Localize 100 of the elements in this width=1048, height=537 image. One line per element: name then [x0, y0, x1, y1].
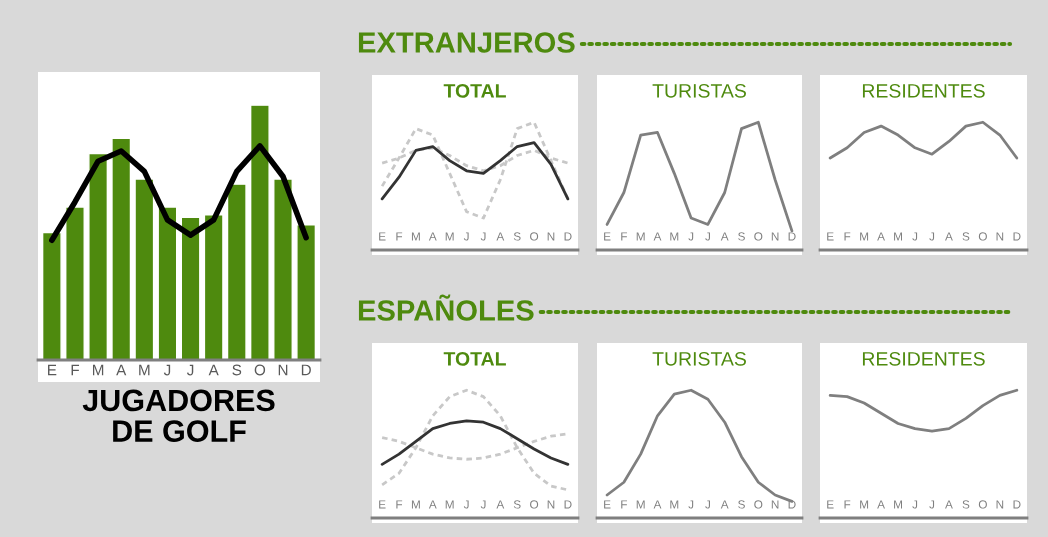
x-tick-label: A: [945, 500, 953, 509]
x-tick-label: J: [705, 500, 710, 509]
x-tick-label: J: [463, 500, 469, 509]
chart-subtitle: ESPAÑOLES: [358, 294, 534, 321]
bar: [203, 214, 224, 360]
x-tick-label: J: [480, 232, 486, 241]
chart-title: TOTAL: [443, 351, 506, 366]
x-tick-label: E: [827, 500, 834, 509]
x-tick-label: E: [379, 500, 386, 509]
x-tick-label: M: [894, 500, 902, 509]
x-tick-label: A: [720, 500, 729, 509]
x-tick-label: A: [428, 500, 437, 509]
x-tick-label: J: [929, 232, 935, 241]
x-tick-label: S: [513, 500, 521, 509]
bar: [88, 152, 109, 360]
x-tick-label: M: [860, 232, 869, 241]
x-tick-label: O: [978, 232, 987, 241]
text: JUGADORES DE GOLF: [82, 389, 275, 442]
x-tick-label: A: [720, 232, 729, 241]
x-tick-label: D: [564, 232, 572, 241]
x-tick-label: M: [670, 232, 679, 241]
x-tick-label: A: [496, 232, 505, 241]
x-tick-label: J: [163, 364, 171, 376]
x-tick-label: J: [463, 232, 469, 241]
x-tick-label: F: [844, 232, 851, 241]
bar: [65, 206, 85, 360]
x-tick-label: J: [705, 232, 710, 241]
bar: [249, 104, 270, 360]
chart-title: TOTAL: [443, 83, 506, 98]
x-tick-label: A: [877, 500, 885, 509]
x-tick-label: J: [480, 500, 486, 509]
x-tick-label: N: [278, 364, 288, 376]
x-tick-label: F: [621, 232, 628, 241]
chart-subtitle: EXTRANJEROS: [358, 32, 575, 53]
chart-title: TURISTAS: [652, 351, 746, 366]
x-tick-label: O: [254, 364, 266, 376]
x-tick-label: A: [116, 364, 127, 376]
chart-title: RESIDENTES: [862, 351, 985, 366]
x-tick-label: M: [636, 232, 645, 241]
x-tick-label: O: [978, 500, 987, 509]
x-tick-label: E: [604, 500, 611, 509]
bar: [111, 137, 132, 360]
x-tick-label: O: [754, 232, 763, 241]
x-tick-label: J: [912, 500, 918, 509]
x-tick-label: J: [912, 232, 918, 241]
x-tick-label: D: [301, 364, 311, 376]
x-tick-label: M: [92, 364, 104, 376]
x-tick-label: M: [636, 500, 645, 509]
x-tick-label: S: [738, 500, 745, 509]
bar: [41, 231, 62, 360]
x-tick-label: S: [232, 364, 242, 376]
bar: [273, 178, 293, 360]
x-tick-label: D: [564, 500, 572, 509]
bar: [157, 206, 178, 360]
x-tick-label: N: [996, 500, 1004, 509]
x-tick-label: N: [547, 232, 555, 241]
x-tick-label: E: [48, 364, 57, 376]
x-tick-label: E: [604, 232, 611, 241]
x-tick-label: J: [688, 500, 694, 509]
x-tick-label: F: [844, 500, 851, 509]
x-tick-label: S: [962, 500, 970, 509]
x-tick-label: F: [396, 232, 403, 241]
x-tick-label: O: [754, 500, 763, 509]
x-tick-label: M: [445, 500, 454, 509]
x-tick-label: F: [621, 500, 628, 509]
bar: [180, 216, 201, 360]
bar: [226, 183, 247, 360]
x-tick-label: F: [396, 500, 403, 509]
x-tick-label: M: [894, 232, 902, 241]
x-tick-label: N: [547, 500, 555, 509]
x-tick-label: N: [996, 232, 1004, 241]
x-tick-label: A: [428, 232, 437, 241]
x-tick-label: A: [653, 500, 662, 509]
x-tick-label: M: [860, 500, 869, 509]
x-tick-label: M: [670, 500, 679, 509]
x-tick-label: M: [411, 232, 420, 241]
x-tick-label: D: [788, 232, 796, 241]
x-tick-label: J: [186, 364, 194, 376]
x-tick-label: O: [530, 500, 539, 509]
x-tick-label: J: [929, 500, 935, 509]
bar: [134, 178, 155, 360]
bar: [296, 224, 317, 360]
x-tick-label: E: [379, 232, 386, 241]
x-tick-label: A: [208, 364, 219, 376]
x-tick-label: N: [771, 232, 779, 241]
x-tick-label: M: [139, 364, 150, 376]
x-tick-label: E: [827, 232, 834, 241]
x-tick-label: A: [877, 232, 885, 241]
x-tick-label: M: [445, 232, 454, 241]
x-tick-label: A: [496, 500, 505, 509]
x-tick-label: D: [1013, 232, 1021, 241]
x-tick-label: S: [738, 232, 745, 241]
x-tick-label: N: [771, 500, 779, 509]
chart-title: TURISTAS: [652, 83, 746, 98]
x-tick-label: S: [513, 232, 521, 241]
x-tick-label: A: [653, 232, 662, 241]
chart-title: RESIDENTES: [862, 83, 985, 98]
x-tick-label: M: [411, 500, 420, 509]
x-tick-label: A: [945, 232, 953, 241]
x-tick-label: O: [530, 232, 539, 241]
